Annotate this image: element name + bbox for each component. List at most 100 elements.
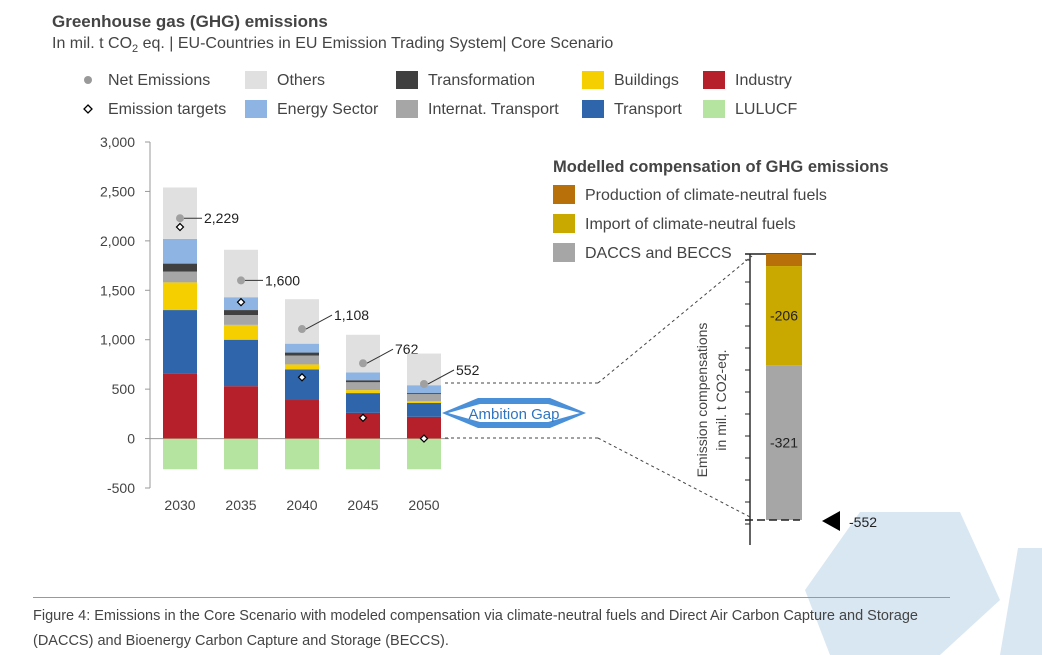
bar-segment-industry [285,400,319,439]
bar-segment-buildings [224,324,258,340]
ambition-gap-label: Ambition Gap [469,406,560,423]
legend-label: LULUCF [735,101,797,118]
net-emissions-label: 1,600 [265,272,300,288]
hexagon-decoration [1000,548,1042,655]
bar-segment-energy-sector [407,385,441,394]
legend-label: Transformation [428,72,535,89]
bar-segment-transformation [224,310,258,315]
ambition-gap-arrow-inner [448,404,580,422]
bar-segment-transformation [163,263,197,272]
legend-swatch-buildings [582,71,604,89]
compensation-total-marker [822,511,840,531]
net-emissions-leader [366,348,394,364]
legend-label: Net Emissions [108,72,210,89]
compensation-ylabel: Emission compensations [694,323,710,478]
y-tick-label: 500 [112,381,136,397]
emission-target-point [358,413,368,423]
compensation-bar-import-of-climate-neutral-fuels [766,266,802,366]
legend-label: Energy Sector [277,101,379,118]
bar-segment-internat-transport [285,355,319,365]
bar-segment-industry [163,373,197,439]
bar-segment-transformation [346,380,380,383]
compensation-legend-label: Import of climate-neutral fuels [585,216,796,233]
compensation-title: Modelled compensation of GHG emissions [553,158,889,176]
bar-segment-transport [163,310,197,374]
emissions-chart: Net Emissions Emission targets Others Energ… [83,71,889,545]
bar-segment-internat-transport [407,394,441,402]
bar-segment-lulucf [346,438,380,470]
net-emissions-label: 762 [395,341,419,357]
net-emissions-point [237,276,245,285]
bar-segment-buildings [407,401,441,403]
bar-segment-transformation [407,393,441,395]
bar-segment-energy-sector [163,238,197,264]
legend-label: Transport [614,101,682,118]
legend-target-marker [83,104,93,114]
bar-segment-buildings [285,364,319,370]
compensation-legend-label: DACCS and BECCS [585,245,732,262]
x-tick-label: 2050 [408,497,439,513]
compensation-legend-swatch [553,185,575,204]
legend-label: Others [277,72,325,89]
bar-segment-lulucf [163,438,197,470]
emission-target-point [236,297,246,307]
net-emissions-label: 1,108 [334,307,369,323]
y-tick-label: 1,000 [100,332,135,348]
bar-segment-lulucf [285,438,319,470]
legend-swatch-transport [582,100,604,118]
net-emissions-point [420,380,428,389]
bar-segment-others [285,299,319,344]
legend-net-emissions-marker [84,76,92,84]
bar-segment-buildings [163,282,197,311]
chart-subtitle: In mil. t CO2 eq. | EU-Countries in EU E… [52,35,614,56]
compensation-ylabel-unit: in mil. t CO2-eq. [713,349,729,450]
legend-swatch-lulucf [703,100,725,118]
legend-swatch-others [245,71,267,89]
x-tick-label: 2045 [347,497,378,513]
hexagon-decoration [805,512,1000,655]
bar-segment-lulucf [407,438,441,470]
net-emissions-point [176,214,184,223]
legend-label: Buildings [614,72,679,89]
y-tick-label: 0 [127,431,135,447]
net-emissions-label: 552 [456,362,480,378]
bar-segment-internat-transport [224,315,258,325]
legend-label: Industry [735,72,792,89]
bar-segment-internat-transport [346,382,380,391]
bar-segment-energy-sector [346,372,380,381]
bar-segment-transport [224,339,258,387]
bar-segment-buildings [346,390,380,394]
legend-swatch-energy [245,100,267,118]
bar-segment-energy-sector [285,343,319,353]
emission-target-point [419,434,429,443]
compensation-legend-swatch [553,243,575,262]
bar-segment-industry [224,386,258,439]
y-tick-label: 2,000 [100,233,135,249]
y-tick-label: 1,500 [100,282,135,298]
legend-swatch-transport_int [396,100,418,118]
bar-segment-internat-transport [163,271,197,283]
net-emissions-leader [427,369,455,385]
x-tick-label: 2030 [164,497,195,513]
legend-swatch-transformation [396,71,418,89]
bar-segment-lulucf [224,438,258,470]
emission-target-point [175,222,185,232]
compensation-bar-production-of-climate-neutral-fuels [766,254,802,267]
net-emissions-point [298,325,306,334]
net-emissions-leader [305,314,333,330]
y-tick-label: 3,000 [100,134,135,150]
compensation-bar-daccs-and-beccs [766,365,802,520]
legend-label: Internat. Transport [428,101,559,118]
bar-segment-transport [346,393,380,413]
emission-target-point [297,372,307,382]
compensation-total-label: -552 [849,514,877,530]
y-tick-label: -500 [107,480,135,496]
compensation-legend-swatch [553,214,575,233]
net-emissions-label: 2,229 [204,210,239,226]
y-tick-label: 2,500 [100,183,135,199]
compensation-value-label: -321 [770,435,798,451]
bar-segment-others [224,249,258,298]
chart-title: Greenhouse gas (GHG) emissions [52,12,328,31]
compensation-legend-label: Production of climate-neutral fuels [585,187,827,204]
figure-caption: Figure 4: Emissions in the Core Scenario… [33,608,918,649]
